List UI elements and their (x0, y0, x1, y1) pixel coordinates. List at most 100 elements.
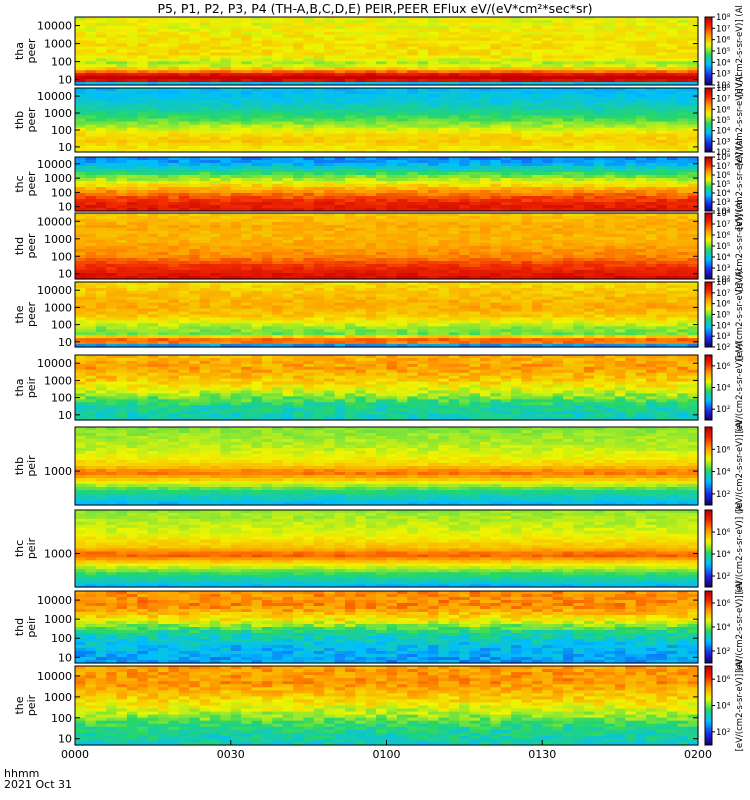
heatmap-thb-peer (75, 88, 699, 153)
panel-label: peer (25, 171, 38, 197)
colorbar-tick-label: 10⁸ (716, 84, 731, 94)
panel-label: peir (25, 455, 38, 477)
ytick-label: 100 (51, 632, 72, 645)
ytick-label: 10000 (37, 215, 72, 228)
heatmap-tha-peir (75, 355, 699, 421)
ytick-label: 100 (51, 56, 72, 69)
colorbar-tick-label: 10⁶ (716, 599, 731, 609)
ytick-label: 1000 (44, 38, 72, 51)
colorbar-tick-label: 10⁵ (716, 311, 730, 321)
panel-label: the (13, 696, 26, 714)
ytick-label: 100 (51, 250, 72, 263)
ytick-label: 100 (51, 712, 72, 725)
colorbar-tick-label: 10² (716, 728, 730, 738)
heatmap-thc-peer (75, 157, 699, 212)
colorbar-tick-label: 10³ (716, 264, 730, 274)
colorbar-tick-label: 10³ (716, 198, 730, 208)
colorbar-tick-label: 10² (716, 81, 730, 91)
colorbar-tick-label: 10⁸ (716, 278, 731, 288)
colorbar-tick-label: 10⁶ (716, 36, 731, 46)
panel-label: thb (13, 457, 26, 475)
ytick-label: 1000 (44, 233, 72, 246)
colorbar-the-peir: 10² 10⁴ 10⁶ [eV/(cm2-s-sr-eV)] (Al (704, 660, 745, 752)
colorbar-tick-label: 10⁸ (716, 153, 731, 163)
panel-thb-peer: 10 100 1000 10000 thb peer 10²10³10⁴10⁵10⁶10⁷1… (13, 74, 745, 166)
ytick-label: 1000 (44, 301, 72, 314)
colorbar-tick-label: 10⁴ (716, 58, 731, 68)
panel-the-peir: 10 100 1000 10000 the peir 10² 10⁴ 10⁶ [eV/(cm2-s… (13, 660, 745, 752)
heatmap-tha-peer (75, 17, 699, 86)
colorbar-label: [eV/(cm2-s-sr-eV)] (Al (735, 342, 745, 434)
colorbar-thc-peir: 10² 10⁴ 10⁶ [eV/(cm2-s-sr-eV)] (Al (704, 503, 745, 594)
colorbar-tick-label: 10⁴ (716, 127, 731, 137)
colorbar-tick-label: 10⁴ (716, 384, 731, 394)
colorbar-label: [eV/(cm2-s-sr-eV)] (Al (735, 138, 745, 230)
colorbar-tick-label: 10⁴ (716, 702, 731, 712)
colorbar-tick-label: 10³ (716, 137, 730, 147)
ytick-label: 1000 (44, 172, 72, 185)
panel-label: peer (25, 233, 38, 259)
colorbar-tick-label: 10⁵ (716, 242, 730, 252)
ytick-label: 100 (51, 124, 72, 137)
colorbar-label: [eV/(cm2-s-sr-eV)] (Al (735, 269, 745, 361)
panel-label: thc (13, 175, 26, 192)
heatmap-the-peer (75, 282, 699, 348)
xtick-label: 0200 (684, 748, 712, 761)
colorbar-label: [eV/(cm2-s-sr-eV)] (Al (735, 581, 745, 673)
xtick-label: 0130 (528, 748, 556, 761)
colorbar-tick-label: 10⁷ (716, 24, 731, 34)
ytick-label: 1000 (44, 613, 72, 626)
ytick-label: 10 (58, 651, 72, 664)
ytick-label: 10000 (37, 158, 72, 171)
colorbar-tick-label: 10⁶ (716, 171, 731, 181)
panel-label: peir (25, 537, 38, 559)
ytick-label: 100 (51, 186, 72, 199)
colorbar-tick-label: 10² (716, 343, 730, 353)
colorbar-tick-label: 10² (716, 405, 730, 415)
ytick-label: 10 (58, 201, 72, 214)
ytick-label: 10 (58, 74, 72, 87)
colorbar-tick-label: 10⁶ (716, 231, 731, 241)
colorbar-tick-label: 10⁶ (716, 362, 731, 372)
panel-label: peer (25, 38, 38, 64)
ytick-label: 10000 (37, 357, 72, 370)
colorbar-tick-label: 10⁷ (716, 95, 731, 105)
panel-label: thb (13, 111, 26, 129)
heatmap-the-peir (75, 666, 699, 746)
chart-title: P5, P1, P2, P3, P4 (TH-A,B,C,D,E) PEIR,P… (157, 1, 593, 16)
panel-label: peer (25, 107, 38, 133)
ytick-label: 10000 (37, 284, 72, 297)
colorbar-tick-label: 10⁵ (716, 47, 730, 57)
date-label: 2021 Oct 31 (4, 778, 73, 791)
colorbar-thb-peir: 10² 10⁴ 10⁶ [eV/(cm2-s-sr-eV)] (Al (704, 420, 745, 512)
colorbar-label: [eV/(cm2-s-sr-eV)] (Al (735, 200, 745, 292)
colorbar-tick-label: 10² (716, 572, 730, 582)
ytick-label: 10000 (37, 20, 72, 33)
ytick-label: 100 (51, 392, 72, 405)
ytick-label: 1000 (44, 374, 72, 387)
panel-label: thd (13, 618, 26, 636)
colorbar-tick-label: 10⁴ (716, 468, 731, 478)
colorbar-tick-label: 10⁶ (716, 105, 731, 115)
time-format-label: hhmm (4, 767, 40, 780)
xtick-label: 0100 (373, 748, 401, 761)
colorbar-tick-label: 10⁶ (716, 445, 731, 455)
ytick-label: 10000 (37, 90, 72, 103)
colorbar-thd-peir: 10² 10⁴ 10⁶ [eV/(cm2-s-sr-eV)] (Al (704, 581, 745, 673)
ytick-label: 1000 (44, 107, 72, 120)
heatmap-thb-peir (75, 427, 699, 506)
colorbar-tick-label: 10⁶ (716, 300, 731, 310)
colorbar-label: [eV/(cm2-s-sr-eV)] (Al (735, 660, 745, 752)
ytick-label: 10000 (37, 594, 72, 607)
colorbar-tick-label: 10² (716, 647, 730, 657)
colorbar-tick-label: 10² (716, 148, 730, 158)
ytick-label: 10 (58, 336, 72, 349)
